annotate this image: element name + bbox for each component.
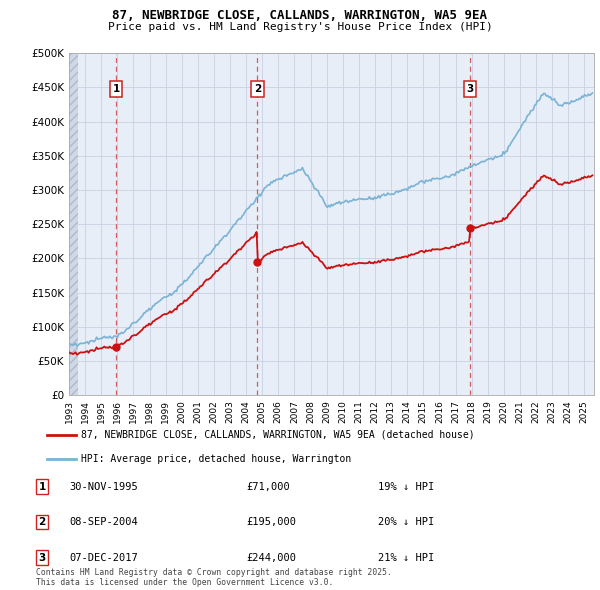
Text: 20% ↓ HPI: 20% ↓ HPI [378, 517, 434, 527]
Text: HPI: Average price, detached house, Warrington: HPI: Average price, detached house, Warr… [81, 454, 351, 464]
Text: 1: 1 [112, 84, 119, 94]
Text: 08-SEP-2004: 08-SEP-2004 [69, 517, 138, 527]
Text: 07-DEC-2017: 07-DEC-2017 [69, 553, 138, 562]
Text: 3: 3 [467, 84, 474, 94]
Text: 87, NEWBRIDGE CLOSE, CALLANDS, WARRINGTON, WA5 9EA: 87, NEWBRIDGE CLOSE, CALLANDS, WARRINGTO… [113, 9, 487, 22]
Text: Contains HM Land Registry data © Crown copyright and database right 2025.
This d: Contains HM Land Registry data © Crown c… [36, 568, 392, 587]
Text: 2: 2 [38, 517, 46, 527]
Text: £195,000: £195,000 [246, 517, 296, 527]
Text: 87, NEWBRIDGE CLOSE, CALLANDS, WARRINGTON, WA5 9EA (detached house): 87, NEWBRIDGE CLOSE, CALLANDS, WARRINGTO… [81, 430, 475, 440]
Text: 21% ↓ HPI: 21% ↓ HPI [378, 553, 434, 562]
Text: 1: 1 [38, 482, 46, 491]
Text: £244,000: £244,000 [246, 553, 296, 562]
Text: £71,000: £71,000 [246, 482, 290, 491]
Text: 19% ↓ HPI: 19% ↓ HPI [378, 482, 434, 491]
Text: 3: 3 [38, 553, 46, 562]
Text: 2: 2 [254, 84, 261, 94]
Text: Price paid vs. HM Land Registry's House Price Index (HPI): Price paid vs. HM Land Registry's House … [107, 22, 493, 32]
Bar [69, 53, 78, 395]
Text: 30-NOV-1995: 30-NOV-1995 [69, 482, 138, 491]
